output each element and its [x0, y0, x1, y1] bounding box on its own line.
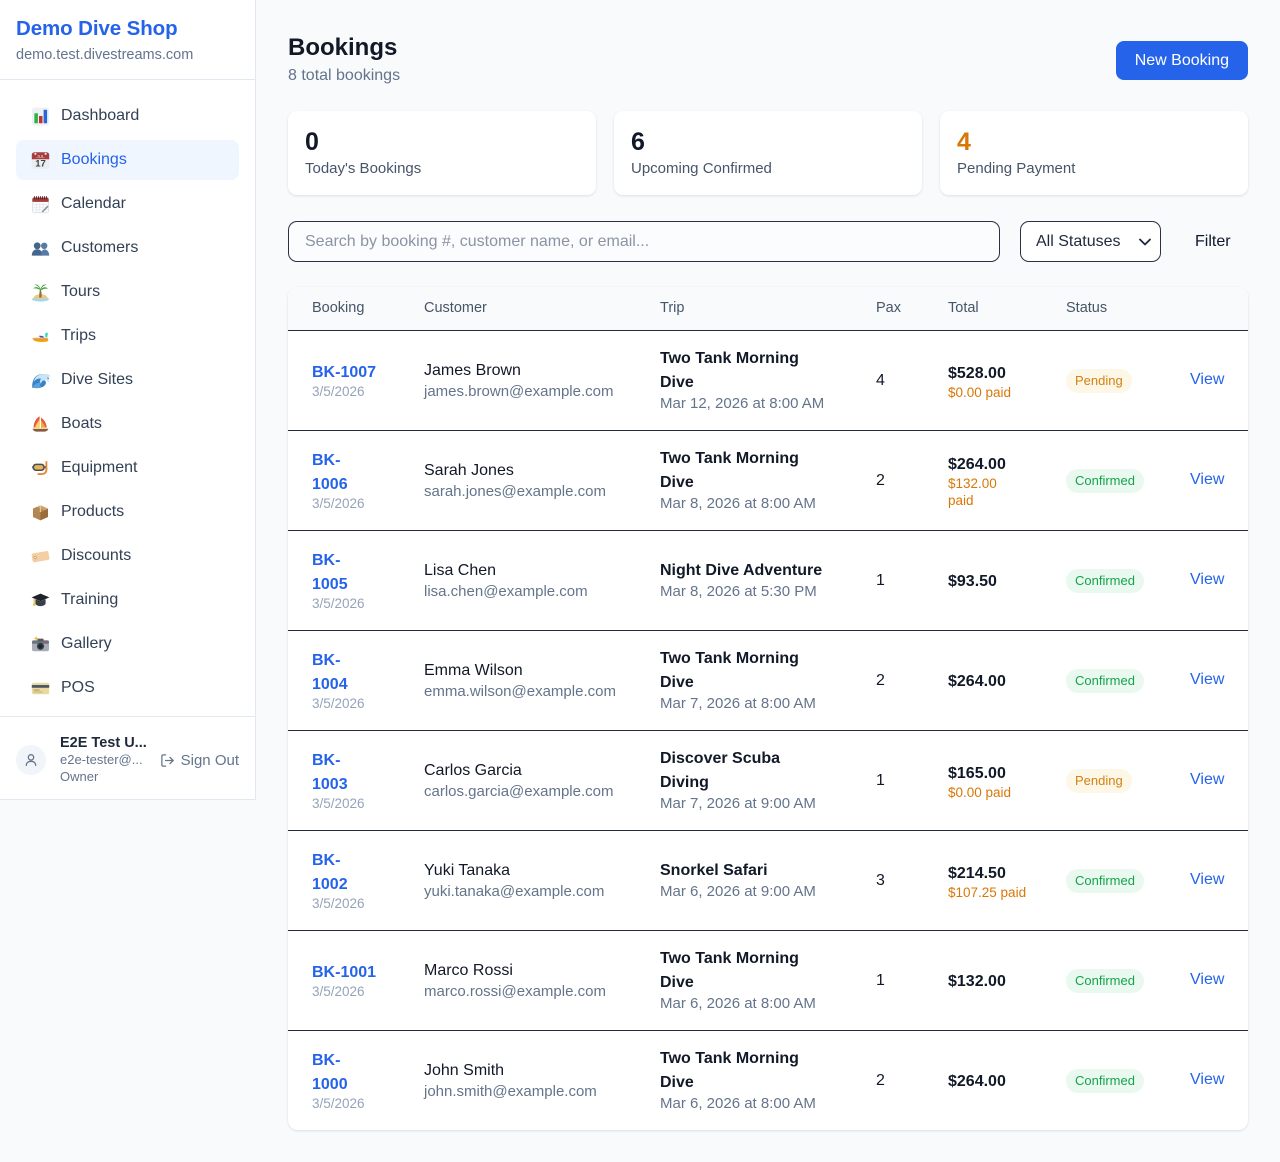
svg-text:17: 17	[35, 158, 46, 169]
svg-text:JUL: JUL	[36, 154, 44, 159]
